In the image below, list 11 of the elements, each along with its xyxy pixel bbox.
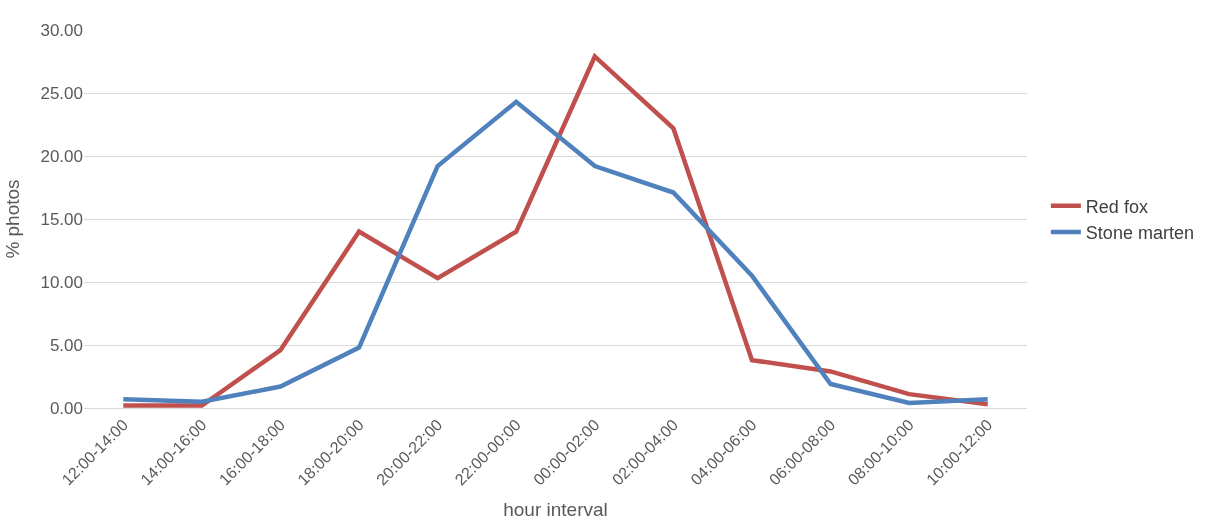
y-axis-title: % photos <box>2 179 24 259</box>
y-tick-label: 25.00 <box>40 83 83 103</box>
legend-label: Red fox <box>1085 196 1148 217</box>
y-tick-label: 10.00 <box>40 272 83 292</box>
y-tick-label: 20.00 <box>40 146 83 166</box>
y-tick-label: 30.00 <box>40 20 83 40</box>
y-tick-label: 5.00 <box>49 335 83 355</box>
y-tick-label: 0.00 <box>49 398 83 418</box>
x-axis-title: hour interval <box>503 499 608 521</box>
legend-label: Stone marten <box>1085 223 1194 244</box>
y-tick-label: 15.00 <box>40 209 83 229</box>
